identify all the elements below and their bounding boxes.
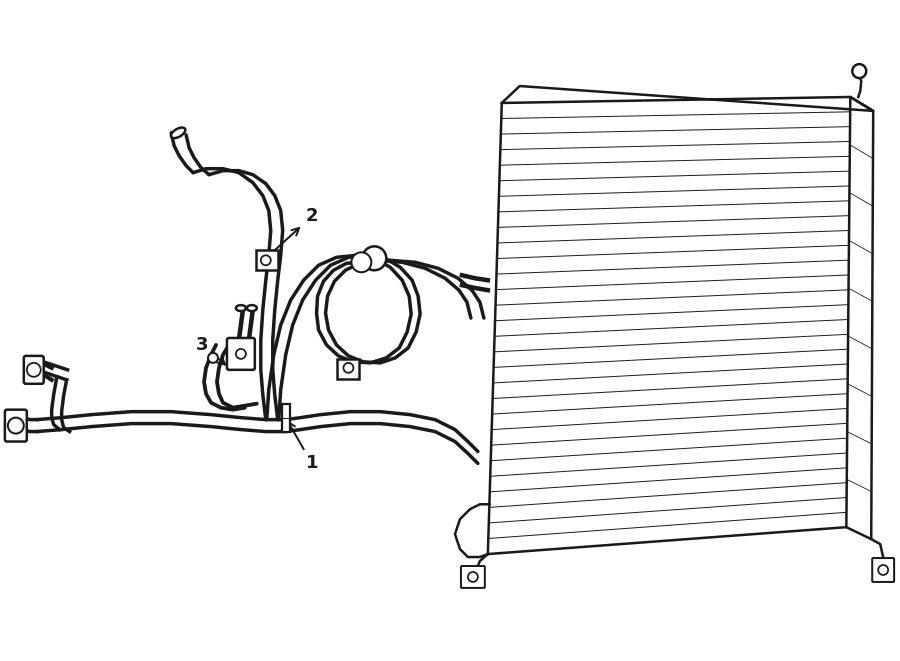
FancyBboxPatch shape [227,338,255,370]
Circle shape [363,247,386,270]
FancyBboxPatch shape [4,410,27,442]
FancyBboxPatch shape [461,566,485,588]
Bar [338,359,359,379]
Bar [256,251,278,270]
FancyBboxPatch shape [872,558,894,582]
Ellipse shape [236,305,246,311]
Circle shape [351,253,372,272]
Circle shape [27,363,40,377]
Ellipse shape [171,128,185,138]
Circle shape [236,349,246,359]
Circle shape [852,64,866,78]
Text: 2: 2 [268,208,318,256]
Circle shape [8,418,23,434]
Ellipse shape [247,305,256,311]
Circle shape [878,565,888,575]
Bar [282,404,290,432]
Circle shape [208,353,218,363]
Circle shape [261,255,271,265]
Circle shape [468,572,478,582]
Circle shape [344,363,354,373]
Text: 1: 1 [288,422,318,473]
FancyBboxPatch shape [23,356,44,384]
Text: 3: 3 [196,336,225,365]
